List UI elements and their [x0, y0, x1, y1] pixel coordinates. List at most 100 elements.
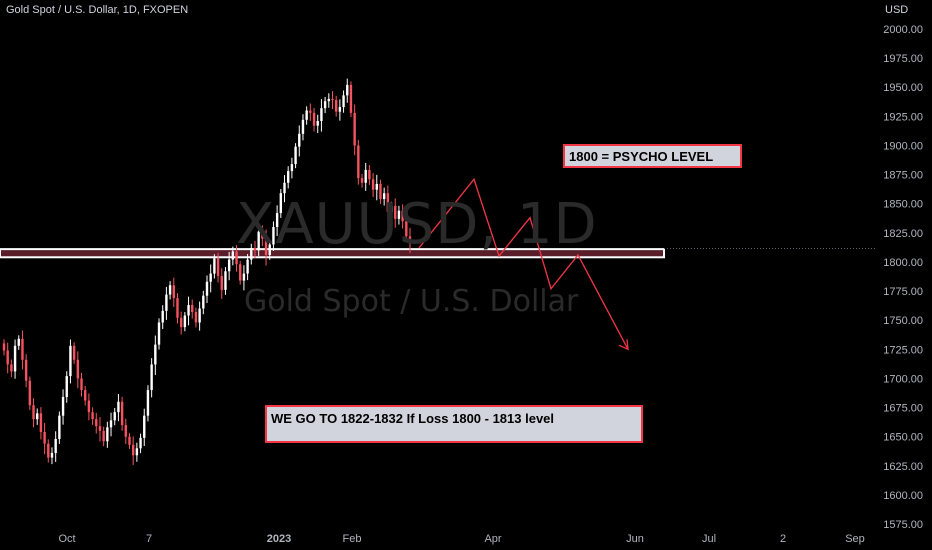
candle-body	[405, 221, 408, 237]
candle-body	[390, 206, 393, 212]
candle-body	[69, 345, 72, 377]
candle-body	[231, 251, 235, 260]
candle-body	[408, 236, 412, 244]
candle-body	[349, 84, 353, 113]
candle-body	[382, 193, 386, 200]
candle-body	[168, 285, 172, 295]
y-tick-label: 1575.00	[883, 519, 923, 531]
candle-body	[338, 107, 342, 112]
candle-body	[287, 171, 290, 183]
y-tick-label: 1750.00	[883, 315, 923, 327]
candle-body	[128, 436, 131, 445]
candle-body	[220, 275, 223, 290]
target-note[interactable]: WE GO TO 1822-1832 If Loss 1800 - 1813 l…	[265, 405, 643, 443]
candle-body	[179, 317, 183, 328]
candle-body	[327, 98, 330, 102]
candle-body	[143, 415, 146, 438]
time-axis[interactable]: Oct 7 2023 Feb Apr Jun Jul 2 Sep	[58, 533, 864, 545]
candle-body	[375, 183, 378, 190]
candle-body	[47, 443, 50, 458]
candle-body	[187, 305, 190, 316]
psycho-level-note[interactable]: 1800 = PSYCHO LEVEL	[563, 144, 742, 168]
x-tick-label: Jun	[626, 533, 644, 545]
candle-body	[102, 430, 105, 442]
candle-body	[61, 397, 65, 416]
candle-body	[172, 285, 175, 299]
x-tick-label: 7	[146, 533, 152, 545]
candle-body	[224, 271, 227, 290]
candle-body	[98, 426, 102, 431]
candle-body	[213, 258, 216, 274]
candle-body	[360, 178, 364, 183]
candle-body	[150, 364, 153, 391]
candle-body	[135, 448, 139, 456]
candle-body	[334, 100, 338, 112]
y-tick-label: 1900.00	[883, 140, 923, 152]
candle-body	[54, 438, 57, 453]
candle-body	[28, 380, 32, 406]
y-tick-label: 1800.00	[883, 257, 923, 269]
candle-body	[275, 213, 279, 227]
candle-body	[331, 98, 334, 101]
candle-body	[264, 238, 268, 255]
candle-body	[109, 420, 113, 428]
y-tick-label: 1650.00	[883, 432, 923, 444]
y-tick-label: 1975.00	[883, 53, 923, 65]
price-axis[interactable]: 2000.00 1975.00 1950.00 1925.00 1900.00 1875.…	[883, 24, 923, 531]
candle-body	[346, 84, 349, 96]
candle-body	[80, 378, 83, 391]
candle-body	[139, 437, 142, 449]
candle-body	[91, 412, 94, 420]
candle-body	[131, 444, 135, 456]
y-tick-label: 1850.00	[883, 199, 923, 211]
x-tick-label: Jul	[702, 533, 716, 545]
candle-body	[357, 145, 360, 179]
candle-body	[146, 390, 150, 416]
watermark-symbol: XAUUSD, 1D	[236, 192, 598, 257]
candle-body	[261, 231, 264, 239]
candle-body	[36, 413, 39, 420]
candle-body	[364, 169, 367, 183]
candle-body	[272, 227, 275, 245]
candle-body	[216, 258, 220, 276]
candle-body	[120, 401, 124, 425]
candle-body	[371, 179, 375, 190]
candle-body	[298, 133, 301, 147]
candle-body	[305, 110, 308, 120]
candle-body	[253, 247, 257, 251]
candle-body	[246, 259, 249, 274]
candle-body	[250, 247, 253, 260]
candle-body	[50, 452, 54, 458]
candle-body	[294, 146, 297, 165]
y-tick-label: 1725.00	[883, 344, 923, 356]
candle-body	[113, 412, 116, 421]
candle-body	[58, 415, 61, 439]
x-tick-label: 2023	[267, 533, 291, 545]
y-tick-label: 1675.00	[883, 403, 923, 415]
y-tick-label: 1950.00	[883, 82, 923, 94]
candle-body	[379, 183, 382, 200]
projection-line	[418, 177, 629, 350]
candle-body	[202, 295, 205, 309]
candle-body	[2, 343, 6, 351]
candle-body	[368, 169, 371, 180]
candle-body	[176, 298, 179, 318]
x-tick-label: 2	[780, 533, 786, 545]
candle-body	[43, 431, 46, 444]
candle-body	[39, 413, 43, 432]
candle-body	[283, 182, 286, 194]
candle-body	[227, 259, 231, 272]
candle-body	[17, 338, 20, 346]
symbol-title[interactable]: Gold Spot / U.S. Dollar, 1D, FXOPEN	[6, 4, 189, 16]
candle-body	[117, 401, 120, 413]
y-tick-label: 1600.00	[883, 490, 923, 502]
projection-path	[418, 177, 629, 351]
candle-body	[76, 359, 80, 379]
watermark-name: Gold Spot / U.S. Dollar	[244, 284, 579, 319]
candle-body	[342, 95, 345, 108]
candle-body	[183, 315, 187, 328]
candles	[2, 78, 412, 466]
y-tick-label: 1775.00	[883, 286, 923, 298]
candle-body	[161, 310, 164, 323]
